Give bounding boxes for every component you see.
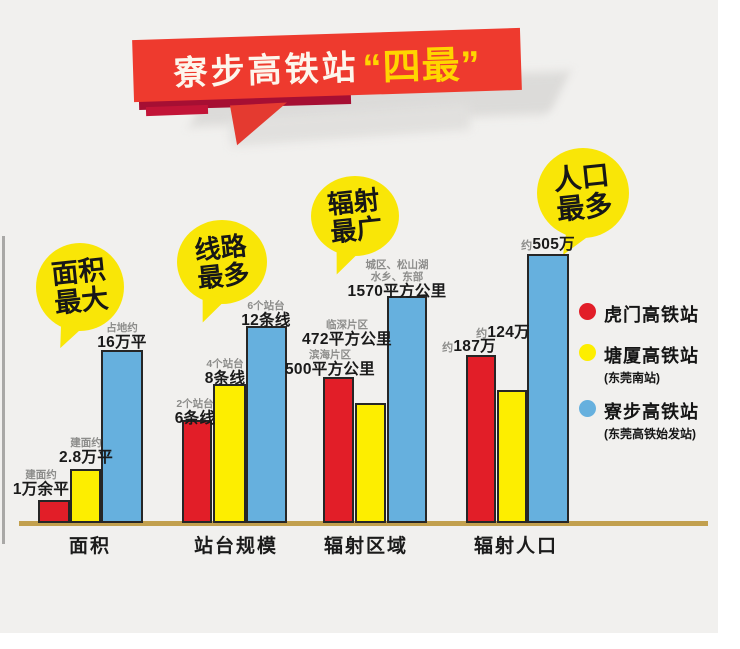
bar-label-area-liaobu: 占地约 16万平 [97, 322, 147, 352]
legend-label-liaobu: 寮步高铁站 [604, 402, 699, 422]
legend-item-tangxia: 塘厦高铁站 (东莞南站) [579, 342, 699, 386]
legend-sub-tangxia: (东莞南站) [604, 371, 660, 385]
bar-label-coverage-liaobu: 城区、松山湖 水乡、东部 1570平方公里 [347, 259, 447, 301]
bubble-most-population-text: 人口 最多 [551, 159, 614, 226]
page-title: 寮步高铁站 [173, 48, 360, 93]
category-label-area: 面积 [68, 536, 111, 557]
legend-label-humen: 虎门高铁站 [604, 305, 699, 325]
bar-coverage-liaobu [387, 296, 427, 523]
bar-label-coverage-tangxia: 临深片区 472平方公里 [302, 319, 392, 349]
bar-label-population-humen: 约187万 [442, 338, 496, 355]
page-title-highlight: “四最” [361, 43, 482, 90]
bar-coverage-tangxia [355, 403, 386, 523]
right-margin [718, 0, 740, 649]
bar-label-platforms-tangxia: 4个站台 8条线 [204, 358, 246, 388]
category-label-population: 辐射人口 [473, 536, 558, 557]
title-banner: 寮步高铁站 “四最” [132, 27, 522, 103]
legend-dot-tangxia-yellow [579, 344, 596, 361]
bubble-largest-area: 面积 最大 [36, 243, 124, 331]
bar-label-platforms-humen: 2个站台 6条线 [174, 398, 216, 428]
bottom-margin [0, 633, 740, 649]
category-label-platforms: 站台规模 [193, 536, 278, 557]
bar-platforms-tangxia [213, 384, 246, 523]
legend-sub-liaobu: (东莞高铁始发站) [604, 427, 696, 441]
legend-item-liaobu: 寮步高铁站 (东莞高铁始发站) [579, 398, 699, 442]
bubble-largest-area-text: 面积 最大 [49, 254, 110, 319]
legend-dot-liaobu-blue [579, 400, 596, 417]
bar-platforms-liaobu [246, 326, 287, 523]
bar-area-liaobu [101, 350, 143, 523]
bubble-widest-coverage-text: 辐射 最广 [326, 184, 384, 248]
bar-area-tangxia [70, 469, 101, 523]
ground-line [19, 521, 708, 526]
category-label-coverage: 辐射区域 [323, 536, 408, 557]
bar-population-humen [466, 355, 496, 523]
legend-item-humen: 虎门高铁站 [579, 301, 699, 327]
bubble-most-lines: 线路 最多 [177, 220, 267, 304]
bar-label-area-tangxia: 建面约 2.8万平 [58, 437, 114, 467]
legend-dot-humen-red [579, 303, 596, 320]
bar-population-liaobu [527, 254, 569, 523]
bubble-most-lines-text: 线路 最多 [193, 230, 251, 294]
bubble-most-population: 人口 最多 [537, 148, 629, 238]
bar-label-coverage-humen: 滨海片区 500平方公里 [285, 349, 375, 379]
left-border-line [2, 236, 5, 544]
banner-tail-pointer [229, 102, 290, 146]
legend-label-tangxia: 塘厦高铁站 [604, 346, 699, 366]
bar-label-population-tangxia: 约124万 [476, 324, 530, 341]
bar-label-area-humen: 建面约 1万余平 [12, 469, 70, 499]
bar-coverage-humen [323, 377, 354, 523]
bar-population-tangxia [497, 390, 527, 523]
bubble-widest-coverage: 辐射 最广 [311, 176, 399, 256]
bar-label-platforms-liaobu: 6个站台 12条线 [241, 300, 291, 330]
bar-area-humen [38, 500, 70, 523]
bar-platforms-humen [182, 420, 212, 523]
bar-label-population-liaobu: 约505万 [521, 236, 575, 253]
